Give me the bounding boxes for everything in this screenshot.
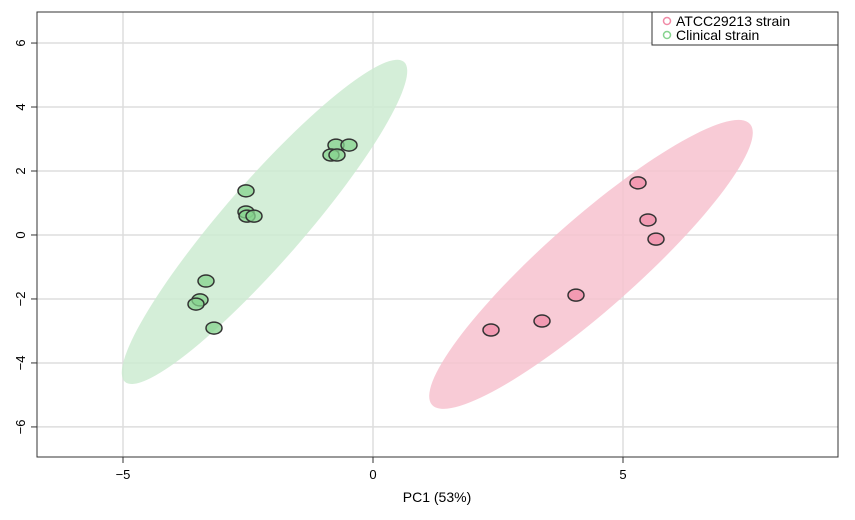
legend-marker <box>662 16 672 26</box>
x-tick-label: −5 <box>116 467 131 482</box>
data-point <box>237 184 255 198</box>
y-tick-label: −2 <box>13 292 28 307</box>
x-tick-label: 0 <box>369 467 376 482</box>
data-point <box>482 323 500 337</box>
data-point <box>328 148 346 162</box>
y-tick-label: 6 <box>13 39 28 46</box>
axes: −5 0 5 −6 −4 −2 0 2 4 6 <box>13 39 627 482</box>
data-point <box>647 232 665 246</box>
confidence-ellipse <box>429 119 753 409</box>
data-point <box>245 209 263 223</box>
y-tick-label: −6 <box>13 420 28 435</box>
confidence-ellipses <box>121 59 753 409</box>
x-axis-label: PC1 (53%) <box>403 489 471 505</box>
y-tick-label: −4 <box>13 356 28 371</box>
x-tick-label: 5 <box>619 467 626 482</box>
data-point <box>533 314 551 328</box>
data-point <box>205 321 223 335</box>
data-point <box>197 274 215 288</box>
data-point <box>340 138 358 152</box>
data-point <box>639 213 657 227</box>
legend-marker <box>662 30 672 40</box>
data-point <box>629 176 647 190</box>
legend-label: ATCC29213 strain <box>676 13 790 29</box>
y-tick-label: 2 <box>13 167 28 174</box>
y-tick-label: 0 <box>13 231 28 238</box>
data-points <box>187 138 665 337</box>
confidence-ellipse <box>121 59 408 384</box>
data-point <box>187 297 205 311</box>
legend-box <box>651 11 839 46</box>
legend-label: Clinical strain <box>676 27 759 43</box>
y-tick-label: 4 <box>13 103 28 110</box>
data-point <box>567 288 585 302</box>
